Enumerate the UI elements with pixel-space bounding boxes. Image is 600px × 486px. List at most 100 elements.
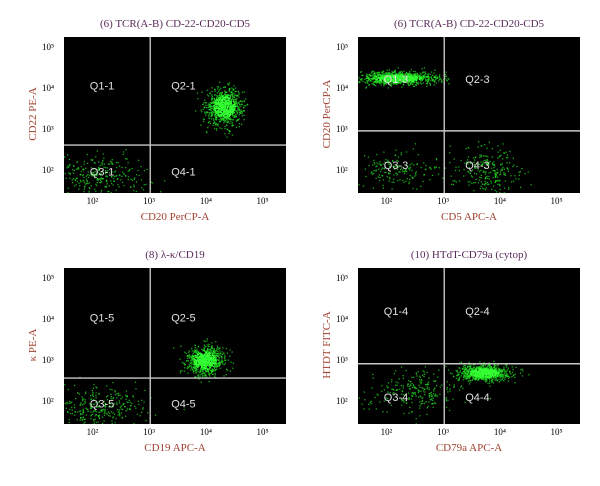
- event-dot: [478, 375, 480, 377]
- event-dot: [360, 71, 362, 73]
- event-dot: [217, 110, 219, 112]
- event-dot: [423, 371, 425, 373]
- event-dot: [497, 157, 499, 159]
- event-dot: [431, 78, 433, 80]
- y-tick-label: 10³: [42, 123, 54, 134]
- event-dot: [502, 158, 504, 160]
- event-dot: [362, 185, 365, 187]
- event-dot: [385, 72, 387, 75]
- event-dot: [485, 155, 487, 157]
- event-dot: [486, 377, 488, 379]
- event-dot: [102, 422, 104, 424]
- event-dot: [388, 75, 390, 77]
- event-dot: [206, 364, 208, 366]
- event-dot: [234, 90, 236, 93]
- event-dot: [393, 78, 395, 80]
- event-dot: [506, 154, 509, 156]
- event-dot: [417, 396, 420, 398]
- event-dot: [485, 167, 487, 169]
- x-axis-label: CD5 APC-A: [441, 211, 497, 223]
- event-dot: [209, 350, 211, 352]
- event-dot: [375, 165, 377, 168]
- event-dot: [406, 170, 408, 173]
- event-dot: [221, 360, 223, 362]
- event-dot: [210, 360, 213, 362]
- event-dot: [188, 350, 190, 352]
- event-dot: [110, 180, 112, 182]
- event-dot: [465, 371, 467, 373]
- event-dot: [237, 90, 239, 92]
- event-dot: [463, 374, 466, 377]
- event-dot: [364, 81, 366, 83]
- event-dot: [492, 185, 495, 187]
- event-dot: [450, 175, 452, 177]
- event-dot: [409, 169, 411, 171]
- event-dot: [90, 159, 92, 161]
- y-tick-label: 10⁴: [336, 314, 349, 325]
- event-dot: [196, 92, 199, 94]
- event-dot: [495, 371, 497, 374]
- event-dot: [241, 103, 243, 105]
- event-dot: [218, 363, 220, 365]
- event-dot: [409, 73, 411, 75]
- event-dot: [226, 94, 228, 96]
- event-dot: [206, 111, 208, 113]
- event-dot: [528, 374, 530, 376]
- event-dot: [221, 107, 223, 109]
- event-dot: [366, 77, 369, 79]
- event-dot: [179, 372, 181, 374]
- event-dot: [508, 186, 510, 189]
- event-dot: [219, 92, 221, 95]
- event-dot: [237, 109, 239, 111]
- event-dot: [468, 369, 470, 371]
- event-dot: [454, 169, 457, 172]
- event-dot: [402, 385, 404, 387]
- event-dot: [439, 393, 441, 395]
- event-dot: [220, 111, 222, 113]
- event-dot: [212, 369, 214, 372]
- event-dot: [490, 182, 493, 184]
- event-dot: [473, 370, 475, 372]
- event-dot: [203, 358, 206, 360]
- event-dot: [219, 120, 222, 122]
- event-dot: [405, 151, 408, 153]
- event-dot: [110, 398, 112, 400]
- event-dot: [495, 180, 497, 182]
- event-dot: [112, 417, 114, 419]
- event-dot: [219, 94, 221, 96]
- event-dot: [383, 75, 385, 77]
- event-dot: [217, 110, 219, 113]
- event-dot: [419, 376, 421, 379]
- event-dot: [374, 72, 376, 75]
- event-dot: [78, 182, 80, 184]
- event-dot: [402, 387, 404, 389]
- event-dot: [388, 82, 390, 84]
- event-dot: [208, 352, 210, 354]
- event-dot: [464, 162, 466, 164]
- event-dot: [415, 83, 417, 86]
- event-dot: [224, 121, 226, 123]
- event-dot: [101, 416, 104, 418]
- event-dot: [143, 184, 145, 186]
- event-dot: [116, 397, 118, 399]
- event-dot: [369, 74, 371, 77]
- event-dot: [386, 77, 388, 80]
- event-dot: [499, 179, 501, 181]
- event-dot: [460, 361, 463, 363]
- event-dot: [494, 172, 496, 174]
- event-dot: [225, 112, 227, 114]
- event-dot: [222, 347, 224, 349]
- event-dot: [225, 103, 227, 106]
- event-dot: [427, 80, 429, 83]
- event-dot: [93, 162, 95, 164]
- event-dot: [389, 170, 391, 172]
- event-dot: [220, 103, 222, 105]
- event-dot: [483, 183, 485, 185]
- event-dot: [486, 181, 489, 184]
- event-dot: [120, 408, 122, 410]
- event-dot: [201, 361, 203, 363]
- event-dot: [409, 388, 411, 390]
- event-dot: [385, 397, 388, 399]
- event-dot: [493, 164, 495, 166]
- event-dot: [126, 395, 128, 398]
